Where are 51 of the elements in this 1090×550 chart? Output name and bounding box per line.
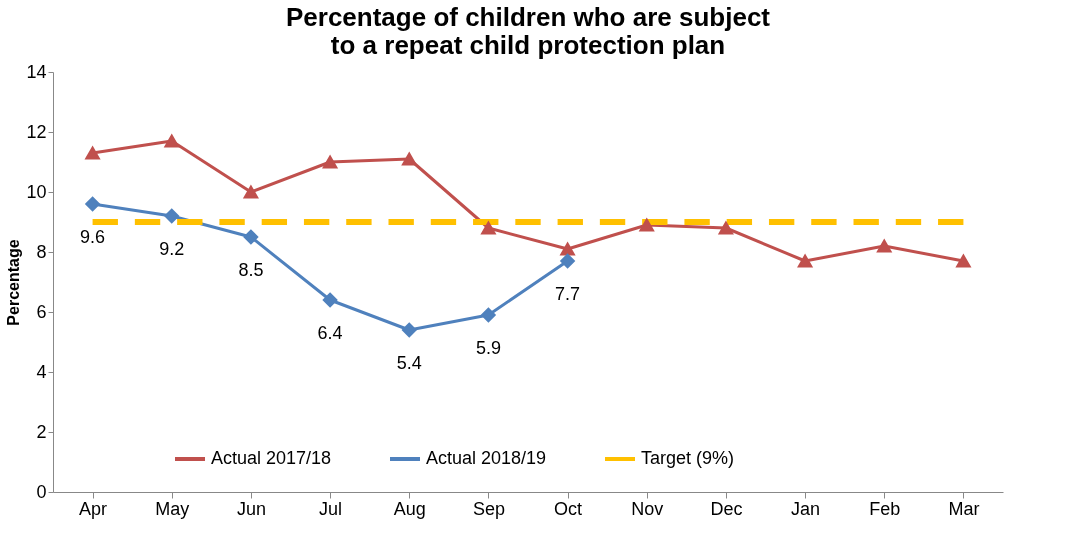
x-tick-label: Aug bbox=[393, 498, 426, 519]
data-label: 9.6 bbox=[80, 227, 106, 247]
y-tick-label: 8 bbox=[36, 241, 47, 262]
x-tick-label: Jul bbox=[319, 498, 343, 519]
legend-label: Target (9%) bbox=[641, 448, 735, 468]
point bbox=[876, 239, 892, 253]
y-tick-label: 6 bbox=[36, 301, 47, 322]
x-tick-label: Jan bbox=[791, 498, 821, 519]
point bbox=[639, 218, 655, 232]
x-tick-label: Feb bbox=[869, 498, 901, 519]
y-tick-label: 2 bbox=[36, 421, 47, 442]
point bbox=[85, 196, 100, 212]
point bbox=[164, 208, 180, 224]
y-tick-label: 14 bbox=[26, 61, 47, 82]
x-tick-label: Apr bbox=[79, 498, 108, 519]
x-tick-label: Sep bbox=[472, 498, 505, 519]
y-tick-label: 12 bbox=[26, 121, 47, 142]
data-label: 9.2 bbox=[159, 239, 185, 259]
x-tick-label: Mar bbox=[948, 498, 980, 519]
point bbox=[481, 221, 496, 235]
chart-title: Percentage of children who are subject to a repeat child protection plan bbox=[285, 2, 771, 60]
x-tick-label: Jun bbox=[236, 498, 266, 519]
x-tick-label: Nov bbox=[631, 498, 664, 519]
point bbox=[401, 322, 417, 338]
point bbox=[718, 221, 734, 235]
data-label: 7.7 bbox=[555, 284, 581, 304]
point bbox=[560, 253, 575, 269]
legend-label: Actual 2018/19 bbox=[426, 448, 547, 468]
point bbox=[956, 254, 971, 268]
y-tick-label: 0 bbox=[36, 481, 47, 502]
point bbox=[401, 152, 417, 166]
y-axis-title: Percentage bbox=[5, 239, 23, 326]
data-label: 8.5 bbox=[238, 260, 264, 280]
data-label: 5.9 bbox=[475, 338, 501, 358]
point bbox=[560, 242, 575, 256]
legend-label: Actual 2017/18 bbox=[211, 448, 332, 468]
y-tick-label: 4 bbox=[36, 361, 47, 382]
point bbox=[322, 292, 338, 308]
point bbox=[797, 254, 813, 268]
point bbox=[481, 307, 496, 323]
x-tick-label: Dec bbox=[710, 498, 743, 519]
point bbox=[85, 146, 100, 160]
point bbox=[243, 185, 259, 199]
data-label: 5.4 bbox=[396, 353, 422, 373]
y-tick-label: 10 bbox=[26, 181, 47, 202]
data-label: 6.4 bbox=[317, 323, 343, 343]
x-tick-label: May bbox=[155, 498, 190, 519]
point bbox=[243, 229, 259, 245]
x-tick-label: Oct bbox=[554, 498, 583, 519]
point bbox=[164, 134, 180, 148]
point bbox=[322, 155, 338, 169]
